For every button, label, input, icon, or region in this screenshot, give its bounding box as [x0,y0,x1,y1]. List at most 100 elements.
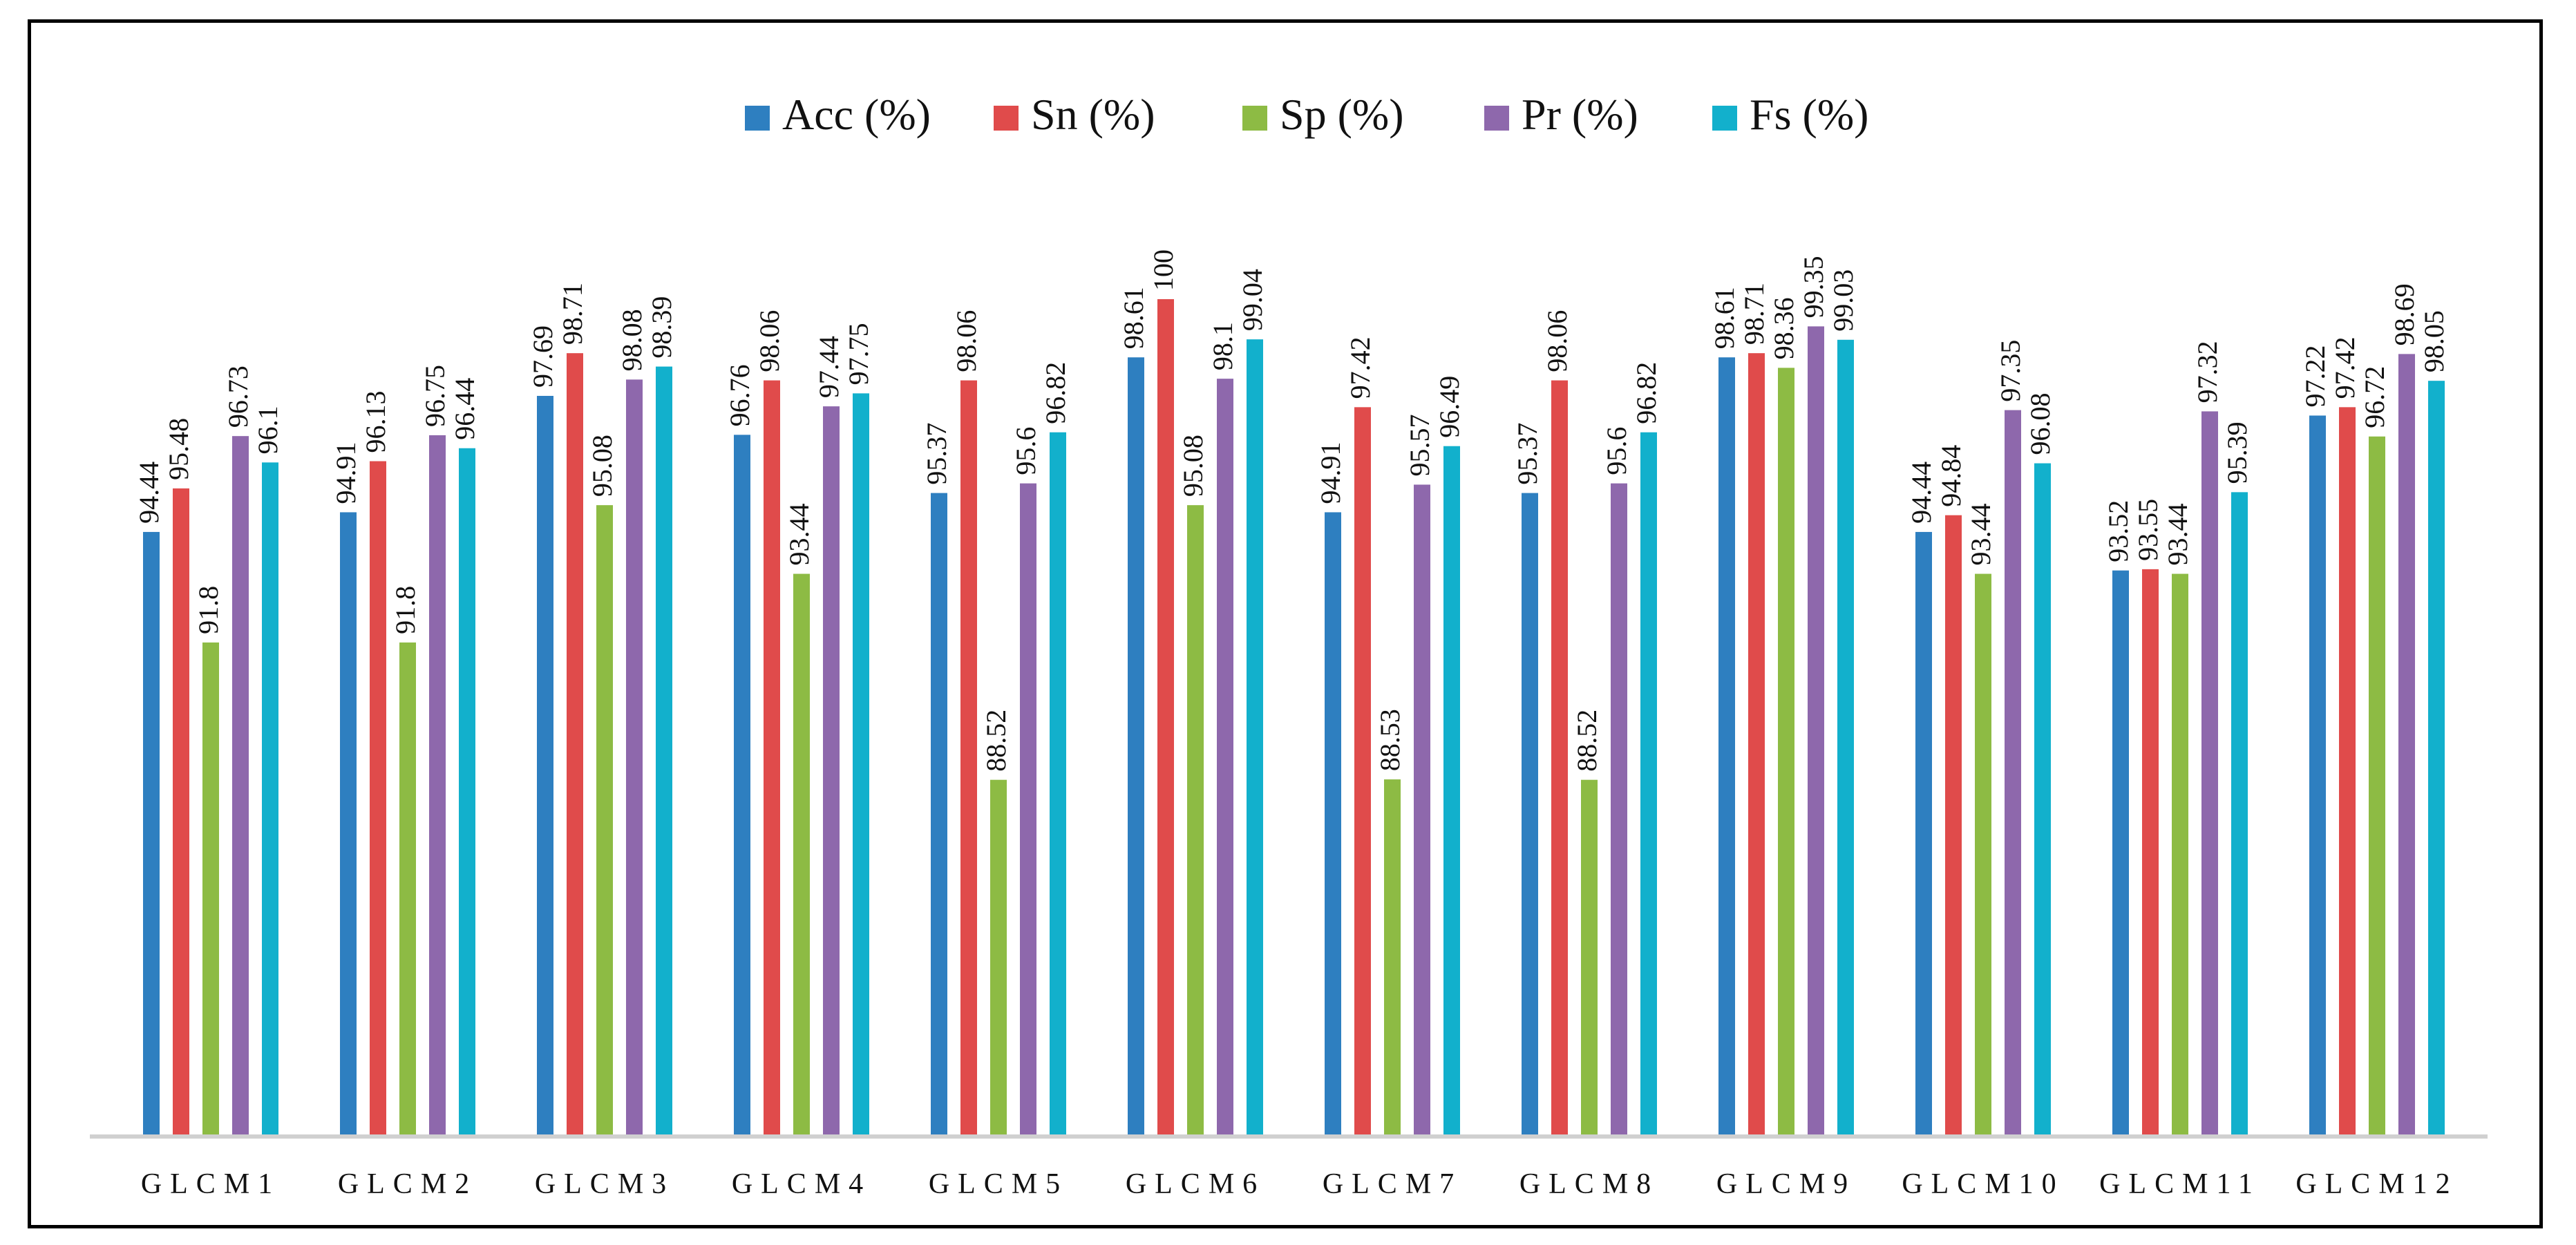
bar-GLCM6-1 [1157,299,1174,1137]
data-label-GLCM2-3: 96.75 [419,365,451,427]
bar-GLCM3-0 [537,395,553,1137]
data-label-GLCM5-4: 96.82 [1040,362,1071,424]
x-tick-labels: GLCM1 GLCM2 GLCM3 GLCM4 GLCM5 GLCM6 GLCM7 GLCM8… [141,1168,2450,1200]
data-label-GLCM2-0: 94.91 [330,441,361,504]
data-label-GLCM8-0: 95.37 [1512,423,1543,485]
data-label-GLCM3-3: 98.08 [616,309,647,371]
bar-GLCM8-0 [1522,493,1538,1137]
bar-GLCM12-4 [2428,381,2445,1137]
legend-swatch-3 [1484,106,1509,131]
data-label-GLCM11-3: 97.32 [2192,341,2223,403]
data-label-GLCM6-4: 99.04 [1237,269,1268,331]
data-label-GLCM4-1: 98.06 [754,310,785,372]
bar-GLCM11-0 [2112,570,2129,1137]
x-tick-label-GLCM7: GLCM7 [1323,1168,1462,1200]
bar-GLCM7-4 [1443,446,1460,1137]
bar-GLCM10-4 [2034,463,2051,1137]
data-label-GLCM11-0: 93.52 [2103,500,2134,562]
data-label-GLCM10-0: 94.44 [1906,462,1937,524]
bar-GLCM5-0 [931,493,947,1137]
x-tick-label-GLCM10: GLCM10 [1902,1168,2064,1200]
data-label-GLCM7-0: 94.91 [1315,441,1346,504]
bar-GLCM5-1 [960,380,977,1137]
data-label-GLCM1-1: 95.48 [163,418,194,480]
bar-GLCM3-1 [567,353,583,1137]
x-tick-label-GLCM6: GLCM6 [1126,1168,1265,1200]
bar-GLCM8-3 [1611,483,1627,1137]
data-label-GLCM12-4: 98.05 [2418,310,2450,372]
data-label-GLCM6-3: 98.1 [1207,322,1238,370]
data-label-GLCM10-1: 94.84 [1935,445,1967,507]
bar-GLCM4-0 [734,435,750,1137]
data-label-GLCM11-2: 93.44 [2162,504,2193,566]
data-label-GLCM6-0: 98.61 [1118,287,1149,349]
data-label-GLCM8-3: 95.6 [1601,427,1632,475]
bar-GLCM11-3 [2201,411,2218,1137]
data-label-GLCM1-4: 96.1 [252,406,283,454]
bar-GLCM6-3 [1217,379,1233,1137]
bar-GLCM9-4 [1837,339,1854,1137]
bar-chart: Acc (%) Sn (%) Sp (%) Pr (%) Fs (%) 94.4495.… [90,90,2488,1200]
bar-GLCM4-1 [764,380,780,1137]
legend-label-2: Sp (%) [1280,90,1404,139]
bars-layer [143,299,2445,1137]
bar-GLCM5-3 [1020,483,1036,1137]
bar-GLCM1-3 [232,436,249,1137]
data-label-GLCM9-4: 99.03 [1828,269,1859,332]
data-label-GLCM5-0: 95.37 [921,423,952,485]
data-label-GLCM7-1: 97.42 [1345,336,1376,399]
legend-label-1: Sn (%) [1031,90,1155,139]
bar-GLCM11-1 [2142,569,2159,1137]
bar-GLCM5-4 [1050,432,1066,1137]
data-label-GLCM4-3: 97.44 [813,336,844,398]
data-label-GLCM5-3: 95.6 [1010,427,1041,475]
bar-GLCM12-2 [2369,436,2385,1137]
bar-GLCM2-2 [399,642,416,1137]
data-label-GLCM9-3: 99.35 [1798,256,1829,318]
bar-GLCM10-1 [1945,515,1962,1137]
bar-GLCM10-3 [2005,410,2021,1137]
data-label-GLCM9-2: 98.36 [1768,297,1799,359]
data-label-GLCM2-2: 91.8 [390,586,421,634]
bar-GLCM7-1 [1354,407,1371,1137]
legend-swatch-1 [994,106,1019,131]
bar-GLCM9-2 [1778,368,1794,1137]
data-label-GLCM11-1: 93.55 [2132,499,2163,561]
x-tick-label-GLCM8: GLCM8 [1519,1168,1659,1200]
x-tick-label-GLCM3: GLCM3 [535,1168,674,1200]
data-label-GLCM2-1: 96.13 [360,391,391,453]
bar-GLCM12-1 [2339,407,2356,1137]
data-label-GLCM12-0: 97.22 [2300,345,2331,407]
x-tick-label-GLCM9: GLCM9 [1716,1168,1856,1200]
bar-GLCM9-1 [1748,353,1765,1137]
bar-GLCM8-4 [1640,432,1657,1137]
x-tick-label-GLCM11: GLCM11 [2099,1168,2261,1200]
bar-GLCM3-3 [626,379,643,1137]
data-label-GLCM3-2: 95.08 [587,435,618,497]
data-label-GLCM12-2: 96.72 [2359,366,2390,428]
legend-label-4: Fs (%) [1750,90,1868,139]
x-tick-label-GLCM5: GLCM5 [929,1168,1068,1200]
data-label-GLCM12-1: 97.42 [2329,336,2360,399]
data-label-GLCM4-2: 93.44 [784,504,815,566]
data-label-GLCM8-4: 96.82 [1631,362,1662,424]
bar-GLCM9-0 [1718,357,1735,1137]
x-tick-label-GLCM2: GLCM2 [338,1168,477,1200]
x-tick-label-GLCM1: GLCM1 [141,1168,281,1200]
data-label-GLCM1-2: 91.8 [193,586,224,634]
bar-GLCM1-2 [202,642,219,1137]
data-label-GLCM7-4: 96.49 [1434,376,1465,438]
bar-GLCM12-0 [2309,415,2326,1137]
bar-GLCM12-3 [2398,354,2415,1137]
bar-GLCM7-2 [1384,779,1401,1137]
data-label-GLCM4-0: 96.76 [724,364,755,426]
data-label-GLCM8-2: 88.52 [1571,710,1602,772]
bar-GLCM10-2 [1975,573,1991,1137]
legend-label-3: Pr (%) [1522,90,1638,139]
bar-GLCM6-0 [1128,357,1144,1137]
bar-GLCM6-2 [1187,505,1204,1137]
bar-GLCM7-0 [1325,512,1341,1137]
bar-GLCM1-4 [262,462,278,1137]
bar-GLCM5-2 [990,779,1007,1137]
data-label-GLCM7-2: 88.53 [1374,709,1405,771]
